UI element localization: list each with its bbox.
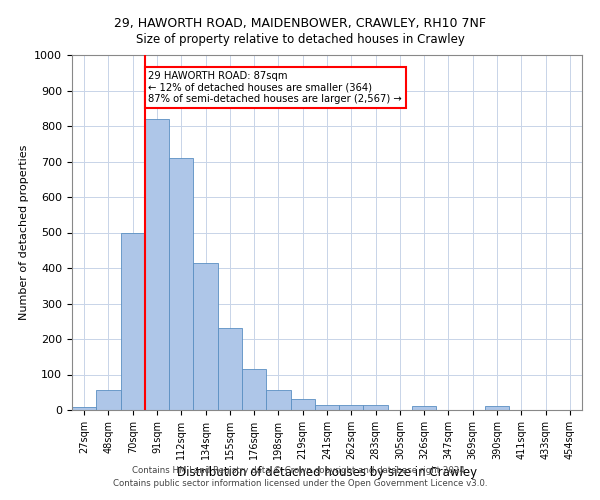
Bar	[145, 119, 169, 410]
Text: 29, HAWORTH ROAD, MAIDENBOWER, CRAWLEY, RH10 7NF: 29, HAWORTH ROAD, MAIDENBOWER, CRAWLEY, …	[114, 18, 486, 30]
Bar	[72, 407, 96, 410]
Bar	[315, 404, 339, 410]
Bar	[96, 390, 121, 410]
Text: Contains HM Land Registry data © Crown copyright and database right 2024.
Contai: Contains HM Land Registry data © Crown c…	[113, 466, 487, 487]
Bar	[364, 404, 388, 410]
Bar	[485, 406, 509, 410]
Bar	[121, 232, 145, 410]
Text: 29 HAWORTH ROAD: 87sqm
← 12% of detached houses are smaller (364)
87% of semi-de: 29 HAWORTH ROAD: 87sqm ← 12% of detached…	[149, 71, 402, 104]
Bar	[169, 158, 193, 410]
Bar	[218, 328, 242, 410]
X-axis label: Distribution of detached houses by size in Crawley: Distribution of detached houses by size …	[177, 466, 477, 479]
Bar	[193, 262, 218, 410]
Bar	[339, 404, 364, 410]
Bar	[242, 369, 266, 410]
Bar	[412, 406, 436, 410]
Bar	[266, 390, 290, 410]
Text: Size of property relative to detached houses in Crawley: Size of property relative to detached ho…	[136, 32, 464, 46]
Bar	[290, 400, 315, 410]
Y-axis label: Number of detached properties: Number of detached properties	[19, 145, 29, 320]
